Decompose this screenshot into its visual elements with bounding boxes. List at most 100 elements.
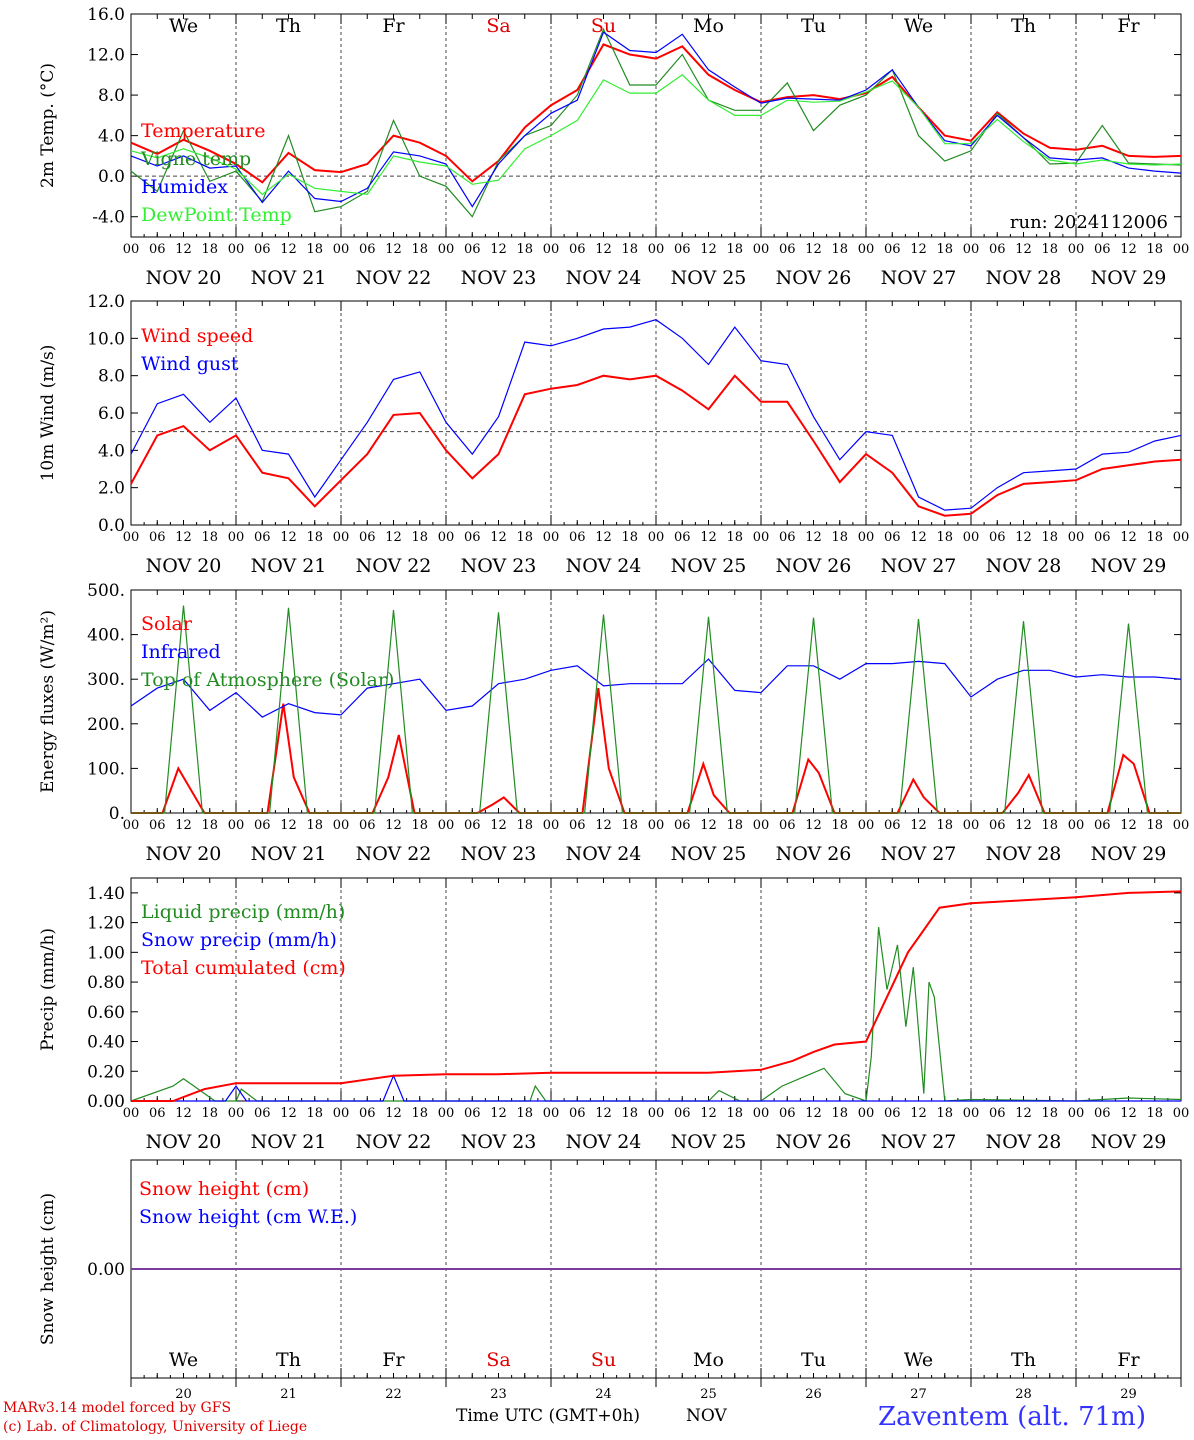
- hour-tick-label: 18: [621, 530, 638, 545]
- date-label: NOV 26: [776, 555, 852, 577]
- y-tick-label: 400.: [87, 626, 125, 646]
- date-label: NOV 28: [986, 843, 1062, 865]
- y-tick-label: 8.0: [98, 367, 125, 387]
- y-axis-label: Precip (mm/h): [38, 928, 58, 1051]
- hour-tick-label: 00: [333, 530, 350, 545]
- hour-tick-label: 00: [333, 1106, 350, 1121]
- hour-tick-label: 18: [306, 1106, 323, 1121]
- hour-tick-label: 12: [280, 1106, 297, 1121]
- date-number-label: 26: [805, 1387, 822, 1402]
- y-tick-label: 0.80: [87, 973, 125, 993]
- hour-tick-label: 06: [254, 818, 271, 833]
- y-tick-label: 0.00: [87, 1260, 125, 1280]
- hour-tick-label: 18: [1146, 530, 1163, 545]
- date-label: NOV 28: [986, 267, 1062, 289]
- y-tick-label: 2.0: [98, 479, 125, 499]
- hour-tick-label: 12: [175, 242, 192, 257]
- day-name-label: Th: [276, 15, 301, 37]
- hour-tick-label: 18: [621, 242, 638, 257]
- hour-tick-label: 06: [254, 530, 271, 545]
- legend-entry: Liquid precip (mm/h): [141, 901, 345, 923]
- date-label: NOV 25: [671, 555, 747, 577]
- panel-frame-1: [130, 300, 1182, 526]
- hour-tick-label: 06: [989, 1106, 1006, 1121]
- hour-tick-label: 12: [1120, 818, 1137, 833]
- y-tick-label: 6.0: [98, 404, 125, 424]
- series-line: [130, 74, 1182, 196]
- hour-tick-label: 00: [123, 818, 140, 833]
- date-label: NOV 20: [146, 267, 222, 289]
- hour-tick-label: 00: [858, 242, 875, 257]
- hour-tick-label: 06: [464, 818, 481, 833]
- footer-time-label: Time UTC (GMT+0h): [456, 1406, 641, 1426]
- hour-tick-label: 00: [438, 1106, 455, 1121]
- hour-tick-label: 18: [936, 818, 953, 833]
- hour-tick-label: 18: [831, 242, 848, 257]
- hour-tick-label: 06: [779, 1106, 796, 1121]
- date-label: NOV 22: [356, 267, 432, 289]
- hour-tick-label: 18: [726, 530, 743, 545]
- hour-tick-label: 00: [123, 1106, 140, 1121]
- legend-entry: DewPoint Temp: [141, 204, 292, 226]
- y-tick-label: 1.20: [87, 914, 125, 934]
- y-tick-label: 100.: [87, 759, 125, 779]
- legend-entry: Wind speed: [141, 325, 253, 347]
- hour-tick-label: 12: [490, 1106, 507, 1121]
- y-tick-label: 0.0: [98, 516, 125, 536]
- hour-tick-label: 06: [884, 818, 901, 833]
- hour-tick-label: 12: [700, 818, 717, 833]
- y-tick-label: 4.0: [98, 441, 125, 461]
- hour-tick-label: 12: [385, 242, 402, 257]
- hour-tick-label: 18: [201, 1106, 218, 1121]
- y-tick-label: 8.0: [98, 86, 125, 106]
- date-number-label: 28: [1015, 1387, 1032, 1402]
- hour-tick-label: 18: [1146, 242, 1163, 257]
- series-line: [131, 890, 1182, 1102]
- legend-entry: Humidex: [141, 176, 228, 198]
- hour-tick-label: 06: [989, 530, 1006, 545]
- date-label: NOV 27: [881, 1131, 957, 1153]
- date-label: NOV 22: [356, 555, 432, 577]
- hour-tick-label: 12: [805, 818, 822, 833]
- hour-tick-label: 06: [569, 242, 586, 257]
- date-label: NOV 28: [986, 1131, 1062, 1153]
- hour-tick-label: 06: [779, 242, 796, 257]
- date-label: NOV 29: [1091, 843, 1167, 865]
- hour-tick-label: 00: [123, 242, 140, 257]
- hour-tick-label: 18: [1041, 242, 1058, 257]
- hour-tick-label: 00: [1173, 242, 1190, 257]
- hour-tick-label: 18: [1041, 818, 1058, 833]
- legend-entry: Temperature: [141, 120, 265, 142]
- day-name-label: Th: [1011, 1349, 1036, 1371]
- day-name-label: Th: [276, 1349, 301, 1371]
- hour-tick-label: 00: [858, 818, 875, 833]
- y-tick-label: 1.40: [87, 884, 125, 904]
- legend-entry: Snow precip (mm/h): [141, 929, 337, 951]
- hour-tick-label: 18: [201, 530, 218, 545]
- series-line: [130, 374, 1182, 517]
- date-label: NOV 29: [1091, 1131, 1167, 1153]
- hour-tick-label: 18: [516, 530, 533, 545]
- hour-tick-label: 18: [1146, 1106, 1163, 1121]
- hour-tick-label: 00: [228, 1106, 245, 1121]
- hour-tick-label: 06: [674, 530, 691, 545]
- date-number-label: 22: [385, 1387, 402, 1402]
- hour-tick-label: 00: [1173, 818, 1190, 833]
- y-tick-label: 300.: [87, 670, 125, 690]
- hour-tick-label: 18: [831, 1106, 848, 1121]
- y-axis-label: 10m Wind (m/s): [38, 345, 58, 482]
- hour-tick-label: 00: [543, 530, 560, 545]
- hour-tick-label: 12: [700, 1106, 717, 1121]
- hour-tick-label: 00: [963, 242, 980, 257]
- hour-tick-label: 06: [989, 242, 1006, 257]
- hour-tick-label: 18: [411, 1106, 428, 1121]
- y-axis-label: Snow height (cm): [38, 1193, 58, 1345]
- date-label: NOV 23: [461, 267, 537, 289]
- y-tick-label: 0.40: [87, 1033, 125, 1053]
- legend-entry: Snow height (cm W.E.): [139, 1206, 357, 1228]
- hour-tick-label: 06: [674, 1106, 691, 1121]
- hour-tick-label: 06: [359, 818, 376, 833]
- hour-tick-label: 12: [1120, 530, 1137, 545]
- legend-entry: Wind gust: [141, 353, 239, 375]
